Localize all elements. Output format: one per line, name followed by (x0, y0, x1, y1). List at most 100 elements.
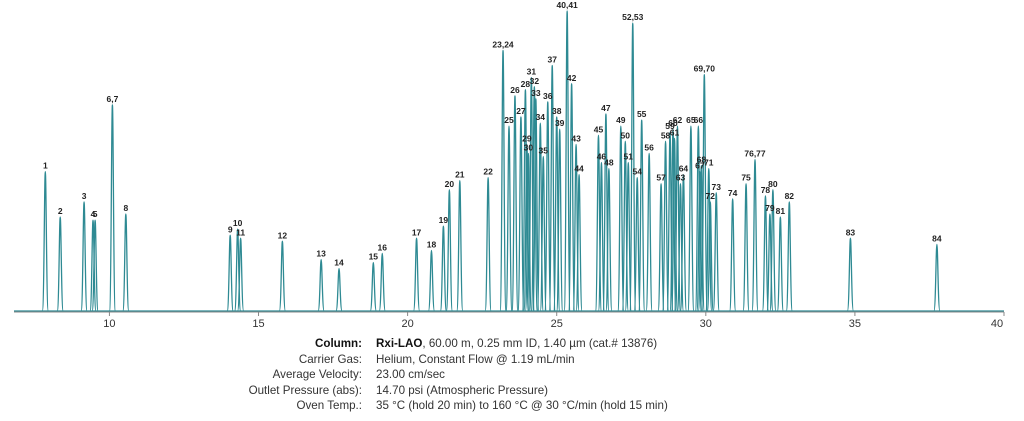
peak-73 (712, 192, 720, 312)
x-tick-label: 40 (991, 318, 1003, 330)
carrier-gas-value: Helium, Constant Flow @ 1.19 mL/min (376, 352, 575, 366)
peak-label: 25 (504, 115, 514, 125)
x-tick-label: 10 (103, 318, 115, 330)
column-detail: , 60.00 m, 0.25 mm ID, 1.40 µm (cat.# 13… (422, 337, 658, 350)
peak-81 (776, 216, 784, 312)
peak-label: 83 (846, 227, 856, 237)
peak-80 (769, 189, 777, 312)
peak-label: 56 (644, 142, 654, 152)
peak-1 (41, 170, 49, 312)
peak-label: 12 (278, 230, 288, 240)
peak-label: 44 (574, 164, 584, 174)
peak-label: 15 (369, 252, 379, 262)
peak-label: 50 (621, 130, 631, 140)
peak-label: 42 (567, 73, 577, 83)
peak-label: 76,77 (744, 149, 766, 159)
peak-13 (317, 258, 325, 312)
peak-27 (517, 116, 525, 312)
peak-label: 28 (521, 79, 531, 89)
peak-71 (705, 167, 713, 312)
peak-23-24 (499, 49, 507, 312)
peak-label: 58 (661, 130, 671, 140)
velocity-label: Average Velocity: (272, 368, 362, 382)
velocity-row: Average Velocity: 23.00 cm/sec (0, 367, 1024, 383)
peak-17 (412, 237, 421, 312)
peak-label: 18 (427, 239, 437, 249)
outlet-pressure-label: Outlet Pressure (abs): (248, 383, 362, 397)
peak-label: 4 (91, 209, 96, 219)
oven-temp-value: 35 °C (hold 20 min) to 160 °C @ 30 °C/mi… (376, 399, 668, 413)
peak-25 (505, 125, 513, 312)
peak-label: 80 (768, 179, 778, 189)
peak-51 (624, 161, 632, 312)
peak-label: 49 (616, 115, 626, 125)
peak-label: 35 (539, 145, 549, 155)
x-tick-label: 15 (252, 318, 264, 330)
peak-label: 63 (676, 173, 686, 183)
peak-label: 51 (624, 152, 634, 162)
peak-label: 74 (728, 188, 738, 198)
peak-16 (378, 252, 386, 312)
peak-3 (80, 201, 88, 312)
peak-label: 82 (785, 191, 795, 201)
peak-label: 26 (510, 85, 520, 95)
peak-label: 43 (571, 133, 581, 143)
peak-label: 31 (527, 67, 537, 77)
peak-40-41 (563, 10, 571, 312)
peak-label: 48 (604, 158, 614, 168)
peak-26 (511, 95, 519, 312)
peak-6-7 (108, 104, 117, 312)
peak-label: 9 (228, 224, 233, 234)
peak-label: 17 (412, 227, 422, 237)
peak-label: 55 (637, 109, 647, 119)
peak-12 (278, 240, 287, 312)
peak-46 (597, 161, 606, 312)
peak-label: 57 (656, 173, 666, 183)
peak-67 (696, 170, 704, 312)
peak-37 (548, 64, 556, 312)
peak-label: 79 (765, 203, 775, 213)
peak-label: 33 (531, 88, 541, 98)
x-tick-label: 20 (401, 318, 413, 330)
peak-19 (439, 225, 448, 312)
peak-21 (456, 180, 464, 312)
peak-84 (933, 243, 941, 312)
peak-label: 23,24 (492, 39, 514, 49)
peak-label: 14 (334, 258, 344, 268)
peak-20 (445, 189, 454, 312)
peak-68 (697, 164, 705, 312)
peak-label: 46 (597, 152, 607, 162)
peak-15 (369, 261, 377, 312)
peak-83 (846, 237, 855, 312)
peak-label: 5 (93, 209, 98, 219)
peak-72 (706, 201, 714, 312)
peak-label: 40,41 (557, 0, 579, 10)
peak-label: 47 (601, 103, 611, 113)
peak-42 (567, 83, 576, 312)
peak-label: 29 (522, 133, 532, 143)
peak-44 (575, 173, 583, 312)
peak-22 (484, 177, 492, 312)
peak-55 (638, 119, 646, 312)
peak-label: 59 (665, 121, 675, 131)
peak-8 (122, 213, 130, 312)
peak-label: 27 (516, 106, 526, 116)
peak-label: 71 (704, 158, 714, 168)
peak-52-53 (629, 22, 637, 312)
peak-58 (661, 140, 670, 312)
x-tick-label: 25 (551, 318, 563, 330)
peak-57 (657, 183, 665, 312)
peak-14 (335, 267, 343, 312)
peak-label: 34 (536, 112, 546, 122)
carrier-gas-label: Carrier Gas: (298, 352, 362, 366)
peak-35 (539, 155, 547, 312)
x-tick-label: 35 (849, 318, 861, 330)
peak-49 (617, 125, 625, 312)
peak-label: 67 (695, 161, 705, 171)
peak-label: 3 (82, 191, 87, 201)
peak-48 (605, 167, 613, 312)
peak-label: 11 (236, 227, 245, 237)
peak-54 (633, 177, 641, 312)
peak-32 (530, 86, 538, 312)
